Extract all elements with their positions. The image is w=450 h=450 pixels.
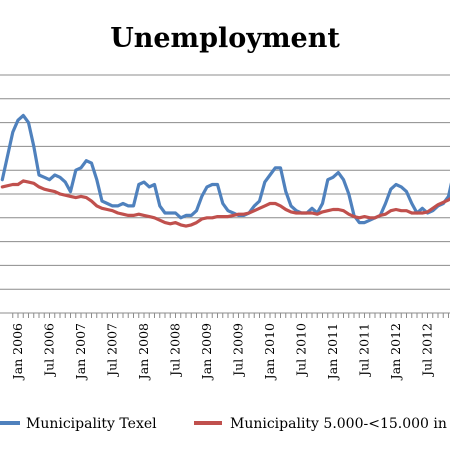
x-tick-label: Jan 2009 [199,323,214,381]
x-tick-label: Jan 2007 [73,323,88,381]
x-tick-label: Jan 2011 [325,323,340,381]
x-tick-label: Jan 2006 [10,323,25,381]
x-tick-label: Jul 2011 [357,323,372,378]
chart-title: Unemployment [110,23,340,54]
x-tick-label: Jul 2006 [42,323,57,378]
x-tick-label: Jul 2008 [168,323,183,378]
x-tick-label: Jul 2010 [294,323,309,378]
x-tick-label: Jul 2009 [231,323,246,378]
x-tick-label: Jul 2007 [105,323,120,378]
x-tick-label: Jan 2008 [136,323,151,381]
series-lines [0,113,450,228]
legend-label-texel: Municipality Texel [26,416,157,432]
x-tick-labels: Jan 2006 Jul 2006 Jan 2007 Jul 2007 Jan 2008… [10,323,435,381]
legend: Municipality Texel Municipality 5.000-<1… [0,416,447,432]
x-tick-label: Jan 2010 [262,323,277,381]
x-tick-label: Jan 2012 [388,323,403,381]
series-line-1 [0,179,450,228]
x-tick-label: Jul 2012 [420,323,435,378]
series-line-0 [0,113,450,225]
gridlines [0,74,450,290]
axes [0,74,450,318]
legend-label-municipality-5000-15000: Municipality 5.000-<15.000 in [230,416,447,432]
